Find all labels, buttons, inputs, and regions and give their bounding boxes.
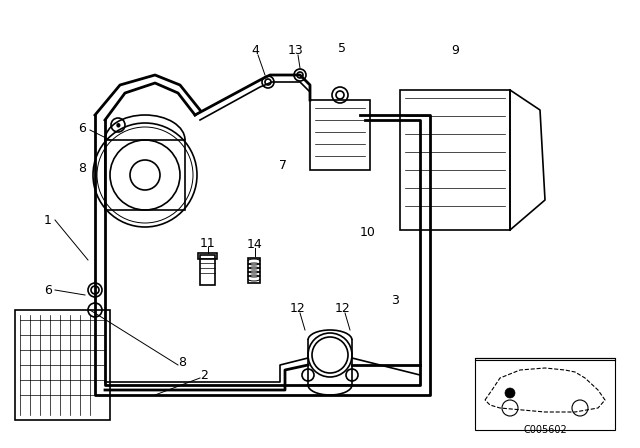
Bar — [400, 90, 510, 230]
Bar — [475, 358, 615, 430]
Bar — [15, 310, 110, 420]
Text: 6: 6 — [78, 121, 86, 134]
Text: ●: ● — [116, 122, 120, 128]
Text: 4: 4 — [251, 43, 259, 56]
Bar — [248, 258, 260, 283]
Text: 2: 2 — [200, 369, 208, 382]
Bar — [198, 253, 217, 259]
Text: 3: 3 — [391, 293, 399, 306]
Text: 10: 10 — [360, 225, 376, 238]
Text: 11: 11 — [200, 237, 216, 250]
Text: 8: 8 — [178, 356, 186, 369]
Bar — [105, 140, 185, 210]
Circle shape — [502, 400, 518, 416]
Text: 7: 7 — [279, 159, 287, 172]
Text: 13: 13 — [288, 43, 304, 56]
Text: 9: 9 — [451, 43, 459, 56]
Circle shape — [505, 388, 515, 398]
Text: 8: 8 — [78, 161, 86, 175]
Text: 5: 5 — [338, 42, 346, 55]
Text: 12: 12 — [290, 302, 306, 314]
Bar — [310, 100, 370, 170]
Text: 1: 1 — [44, 214, 52, 227]
Text: 14: 14 — [247, 237, 263, 250]
Circle shape — [572, 400, 588, 416]
Text: 6: 6 — [44, 284, 52, 297]
Bar — [200, 255, 215, 285]
Text: C005602: C005602 — [523, 425, 567, 435]
Text: 12: 12 — [335, 302, 351, 314]
